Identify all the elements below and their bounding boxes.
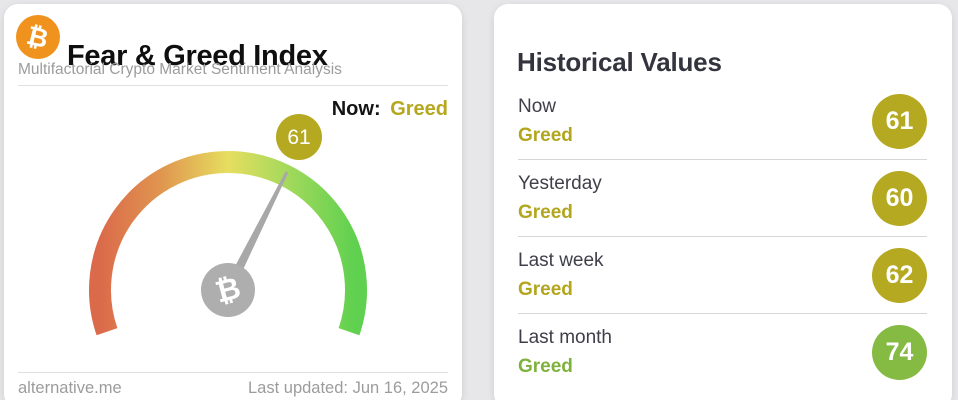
now-label: Now:: [331, 98, 381, 120]
gauge-hub: [201, 263, 255, 317]
fear-greed-gauge: ₿ 61: [89, 114, 367, 336]
page-title: Fear & Greed Index: [67, 40, 328, 73]
period-label: Now: [518, 95, 557, 117]
status-label: Greed: [518, 278, 573, 300]
gauge-value-badge: [276, 114, 322, 160]
historical-values-list: Now Greed 61 Yesterday Greed 60 Last wee…: [518, 83, 927, 390]
historical-values-title: Historical Values: [517, 46, 722, 77]
footer-divider: [18, 372, 448, 373]
history-row-now: Now Greed 61: [518, 83, 927, 160]
now-status-value: Greed: [390, 98, 448, 120]
history-row-labels: Last week Greed: [518, 250, 604, 301]
history-row-last-month: Last month Greed 74: [518, 314, 927, 390]
value-badge: 62: [872, 247, 927, 303]
historical-values-card: Historical Values Now Greed 61 Yesterday…: [494, 4, 952, 400]
history-row-last-week: Last week Greed 62: [518, 237, 927, 314]
status-label: Greed: [518, 355, 573, 377]
source-link[interactable]: alternative.me: [18, 379, 122, 397]
last-updated-text: Last updated: Jun 16, 2025: [248, 379, 448, 397]
history-row-labels: Last month Greed: [518, 327, 612, 378]
period-label: Yesterday: [518, 172, 602, 194]
value-badge: 74: [872, 324, 927, 380]
gauge-arc: [89, 150, 367, 336]
gauge-value-text: 61: [287, 126, 310, 149]
status-label: Greed: [518, 201, 573, 223]
history-row-yesterday: Yesterday Greed 60: [518, 160, 927, 237]
period-label: Last week: [518, 249, 604, 271]
gauge-needle: [223, 171, 289, 293]
bitcoin-icon: ₿: [16, 15, 60, 59]
history-row-labels: Yesterday Greed: [518, 173, 602, 224]
status-label: Greed: [518, 124, 573, 146]
header-divider: [18, 85, 448, 86]
period-label: Last month: [518, 326, 612, 348]
page-subtitle: Multifactorial Crypto Market Sentiment A…: [18, 61, 342, 78]
current-sentiment: Now: Greed: [332, 98, 448, 121]
card-footer: alternative.me Last updated: Jun 16, 202…: [18, 379, 448, 398]
fear-greed-card: ₿ Fear & Greed Index Multifactorial Cryp…: [4, 4, 462, 400]
history-row-labels: Now Greed: [518, 96, 573, 147]
value-badge: 60: [872, 170, 927, 226]
value-badge: 61: [872, 93, 927, 149]
